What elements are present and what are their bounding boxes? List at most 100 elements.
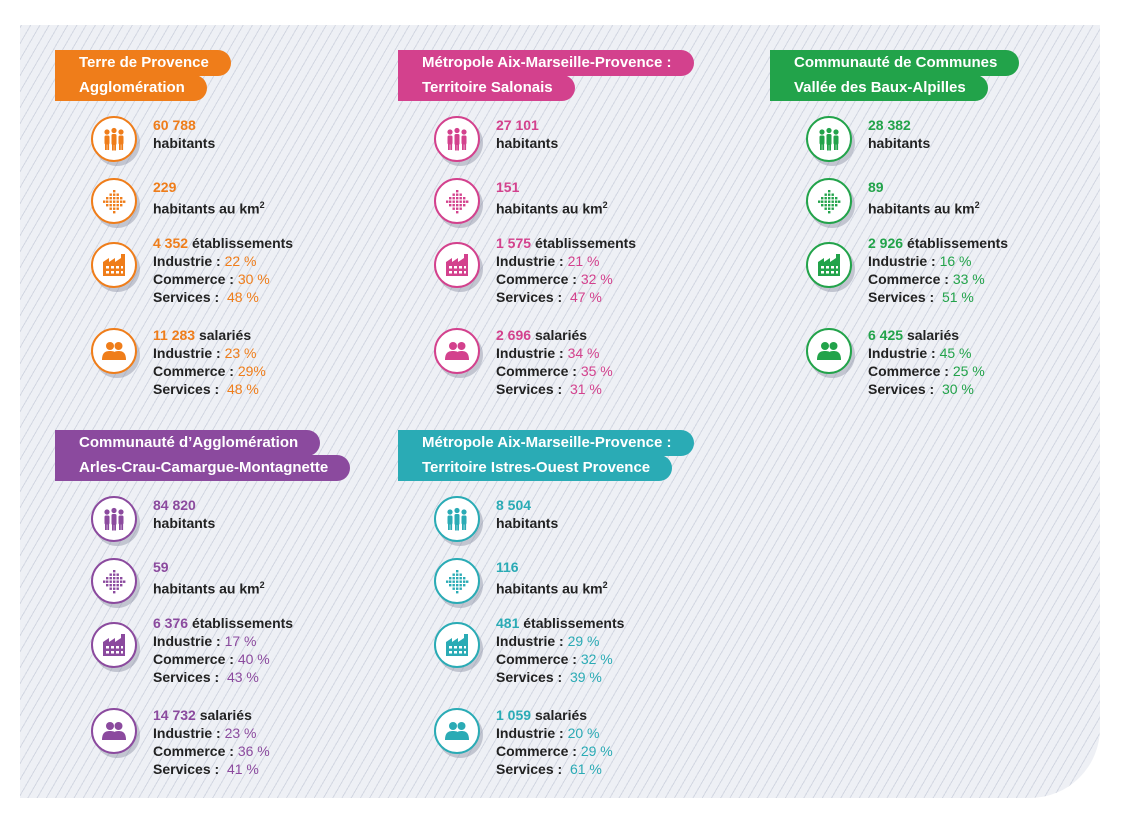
etab-services-label: Services : [868,289,935,305]
title-line-1: Terre de Provence [79,54,209,71]
etab-industrie-pct: 29 % [567,633,600,649]
title-line-2-box: Territoire Salonais [398,75,575,101]
etab-industrie-pct: 22 % [224,253,257,269]
etab-commerce-pct: 33 % [952,271,985,287]
sal-services-label: Services : [868,381,935,397]
etab-industrie-label: Industrie : [153,253,221,269]
salaries-row: 14 732 salariés Industrie : 23 % Commerc… [91,706,270,778]
etab-commerce-label: Commerce : [868,271,949,287]
salaries-label: salariés [906,327,960,343]
etab-commerce-pct: 30 % [237,271,270,287]
density-row: 151 habitants au km2 [434,178,608,224]
density-dots-icon [434,558,480,604]
title-line-1-box: Métropole Aix-Marseille-Provence : [398,430,694,456]
sal-services-pct: 30 % [941,381,974,397]
habitants-value: 27 101 [496,117,539,133]
etab-services-label: Services : [496,669,563,685]
family-icon [434,496,480,542]
sal-industrie-pct: 23 % [224,345,257,361]
title-line-1: Communauté d’Agglomération [79,434,299,451]
density-value: 229 [153,179,177,195]
salaries-label: salariés [534,327,588,343]
title-line-1-box: Communauté de Communes [770,50,1020,76]
territory-title: Terre de Provence Agglomération [55,50,375,101]
sal-commerce-label: Commerce : [153,363,234,379]
factory-icon [434,622,480,668]
salaries-row: 6 425 salariés Industrie : 45 % Commerce… [806,326,985,398]
territory-block-vallee-des-baux: Communauté de Communes Vallée des Baux-A… [770,50,1090,397]
sal-commerce-label: Commerce : [496,743,577,759]
employees-icon [91,708,137,754]
sal-industrie-pct: 20 % [567,725,600,741]
density-label: habitants au km [868,200,975,217]
etab-commerce-pct: 40 % [237,651,270,667]
territory-title: Communauté de Communes Vallée des Baux-A… [770,50,1090,101]
title-line-1-box: Terre de Provence [55,50,231,76]
density-value: 116 [496,559,519,575]
sal-services-label: Services : [496,381,563,397]
habitants-label: habitants [496,135,559,151]
etab-services-pct: 47 % [569,289,602,305]
salaries-label: salariés [534,707,588,723]
salaries-value: 1 059 [496,707,532,723]
family-icon [434,116,480,162]
etab-commerce-pct: 32 % [580,651,613,667]
background-panel [20,25,1100,798]
etablissements-value: 2 926 [868,235,904,251]
sal-industrie-pct: 23 % [224,725,257,741]
family-icon [806,116,852,162]
density-sup: 2 [602,580,608,590]
habitants-row: 8 504 habitants [434,496,558,542]
sal-commerce-pct: 25 % [952,363,985,379]
density-dots-icon [806,178,852,224]
habitants-value: 8 504 [496,497,532,513]
territory-title: Métropole Aix-Marseille-Provence : Terri… [398,50,718,101]
salaries-value: 2 696 [496,327,532,343]
sal-commerce-label: Commerce : [496,363,577,379]
factory-icon [434,242,480,288]
title-line-2: Territoire Istres-Ouest Provence [422,459,651,476]
sal-services-label: Services : [496,761,563,777]
etab-services-pct: 48 % [226,289,259,305]
habitants-row: 28 382 habitants [806,116,930,162]
density-dots-icon [91,558,137,604]
etablissements-row: 4 352 établissements Industrie : 22 % Co… [91,234,293,306]
habitants-row: 84 820 habitants [91,496,215,542]
etab-services-pct: 51 % [941,289,974,305]
density-row: 89 habitants au km2 [806,178,980,224]
density-row: 229 habitants au km2 [91,178,265,224]
density-label: habitants au km [496,200,603,217]
sal-services-pct: 41 % [226,761,259,777]
habitants-value: 28 382 [868,117,911,133]
sal-industrie-pct: 34 % [567,345,600,361]
etablissements-label: établissements [523,615,625,631]
salaries-row: 1 059 salariés Industrie : 20 % Commerce… [434,706,613,778]
etablissements-value: 481 [496,615,520,631]
sal-industrie-pct: 45 % [939,345,972,361]
sal-services-pct: 61 % [569,761,602,777]
sal-commerce-label: Commerce : [153,743,234,759]
habitants-label: habitants [153,135,216,151]
etablissements-row: 1 575 établissements Industrie : 21 % Co… [434,234,636,306]
etablissements-value: 4 352 [153,235,189,251]
etablissements-value: 6 376 [153,615,189,631]
etab-services-label: Services : [153,289,220,305]
etablissements-label: établissements [191,615,294,631]
sal-industrie-label: Industrie : [496,345,564,361]
etablissements-value: 1 575 [496,235,532,251]
density-sup: 2 [259,580,265,590]
sal-services-pct: 48 % [226,381,259,397]
salaries-label: salariés [198,327,252,343]
territory-title: Communauté d’Agglomération Arles-Crau-Ca… [55,430,375,481]
employees-icon [806,328,852,374]
title-line-2: Agglomération [79,79,185,96]
etab-services-label: Services : [153,669,220,685]
title-line-2-box: Vallée des Baux-Alpilles [770,75,988,101]
sal-commerce-pct: 36 % [237,743,270,759]
etab-industrie-pct: 17 % [224,633,257,649]
etab-commerce-label: Commerce : [496,651,577,667]
etablissements-label: établissements [534,235,637,251]
factory-icon [91,622,137,668]
etab-commerce-pct: 32 % [580,271,613,287]
title-line-2-box: Territoire Istres-Ouest Provence [398,455,673,481]
